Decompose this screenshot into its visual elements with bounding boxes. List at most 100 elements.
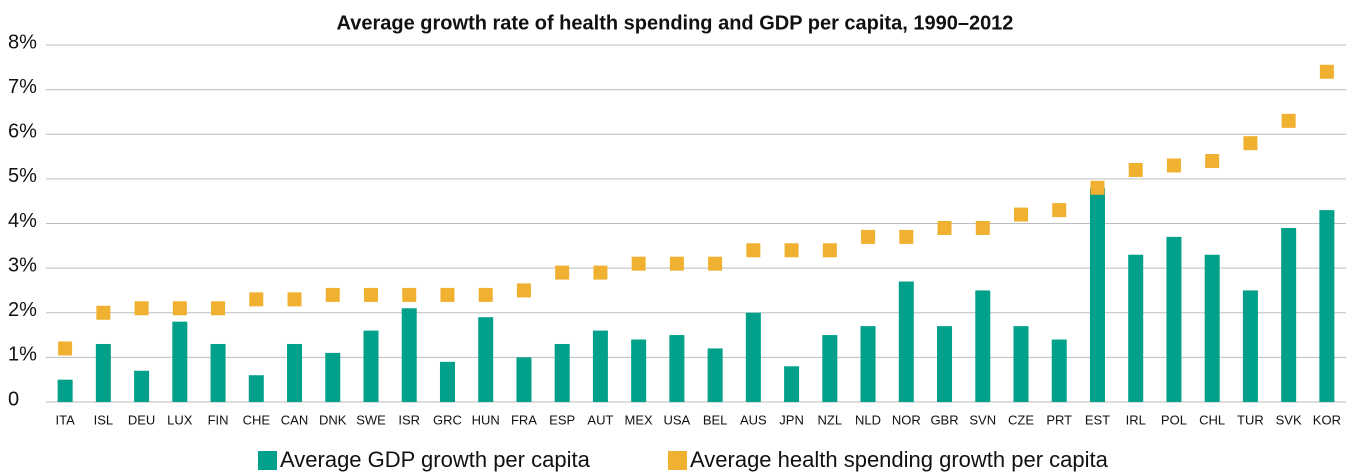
bar (860, 326, 876, 402)
marker (1090, 180, 1105, 195)
x-tick-label: CZE (1008, 412, 1034, 427)
x-tick-label: PRT (1046, 412, 1072, 427)
bar (1089, 187, 1105, 402)
x-tick-label: TUR (1237, 412, 1264, 427)
bar (516, 357, 532, 402)
bar (363, 330, 379, 402)
marker (784, 243, 799, 258)
x-tick-label: BEL (703, 412, 728, 427)
bar (95, 343, 111, 402)
marker (58, 341, 73, 356)
x-tick-label: FRA (511, 412, 537, 427)
marker (937, 220, 952, 235)
marker (325, 287, 340, 302)
bar (439, 361, 455, 402)
x-tick-label: CHL (1199, 412, 1225, 427)
x-tick-label: EST (1085, 412, 1110, 427)
x-tick-label: CHE (243, 412, 271, 427)
marker (1281, 113, 1296, 128)
bar (937, 326, 953, 402)
bar (401, 308, 417, 402)
x-tick-label: AUS (740, 412, 767, 427)
bar (172, 321, 188, 402)
y-tick-label: 6% (8, 121, 37, 143)
x-tick-label: NZL (818, 412, 843, 427)
x-tick-label: SWE (356, 412, 386, 427)
x-tick-label: NLD (855, 412, 881, 427)
marker (975, 220, 990, 235)
marker (708, 256, 723, 271)
y-tick-label: 3% (8, 254, 37, 276)
marker (822, 243, 837, 258)
x-tick-label: MEX (625, 412, 654, 427)
bar (1242, 290, 1258, 402)
y-tick-label: 2% (8, 299, 37, 321)
marker (364, 287, 378, 302)
marker (899, 229, 914, 244)
marker (287, 292, 302, 307)
x-tick-label: SVN (969, 412, 996, 427)
marker (1052, 203, 1067, 218)
marker (1128, 162, 1143, 177)
marker (593, 265, 608, 280)
bar (1319, 210, 1335, 402)
bar (287, 343, 303, 402)
x-tick-label: SVK (1276, 412, 1302, 427)
x-tick-label: DNK (319, 412, 347, 427)
legend-label: Average health spending growth per capit… (690, 447, 1109, 472)
chart-title: Average growth rate of health spending a… (337, 12, 1014, 34)
legend-label: Average GDP growth per capita (280, 447, 591, 472)
x-tick-label: HUN (472, 412, 500, 427)
bar (669, 335, 685, 402)
marker (96, 305, 111, 320)
y-tick-label: 8% (8, 31, 37, 53)
bar (248, 375, 264, 402)
legend-swatch (258, 451, 277, 470)
x-tick-label: DEU (128, 412, 155, 427)
legend-swatch (668, 451, 687, 470)
bar (784, 366, 800, 402)
x-tick-label: AUT (587, 412, 613, 427)
x-tick-label: GRC (433, 412, 462, 427)
x-tick-label: JPN (779, 412, 804, 427)
x-tick-label: USA (664, 412, 691, 427)
marker (1243, 136, 1258, 151)
bar (1128, 254, 1144, 402)
bar (554, 343, 570, 402)
x-tick-label: NOR (892, 412, 921, 427)
marker (249, 292, 264, 307)
x-tick-label: IRL (1126, 412, 1146, 427)
bar (822, 335, 838, 402)
bar (707, 348, 723, 402)
marker (440, 287, 455, 302)
bar (898, 281, 914, 402)
marker (1319, 64, 1334, 79)
marker (1205, 154, 1220, 169)
bar (478, 317, 494, 402)
bar (1281, 227, 1297, 402)
marker (1014, 207, 1028, 222)
bar (975, 290, 991, 402)
bar (57, 379, 73, 402)
x-tick-label: ITA (55, 412, 75, 427)
marker (555, 265, 570, 280)
x-tick-label: ESP (549, 412, 575, 427)
marker (402, 287, 417, 302)
marker (746, 243, 761, 258)
marker (172, 301, 187, 316)
x-tick-label: FIN (208, 412, 229, 427)
bar (134, 370, 150, 402)
y-tick-label: 1% (8, 344, 37, 366)
marker (211, 301, 226, 316)
marker (516, 283, 531, 298)
bar (325, 352, 341, 402)
bar (745, 312, 761, 402)
bar (1051, 339, 1067, 402)
x-tick-label: ISR (398, 412, 420, 427)
x-tick-label: LUX (167, 412, 193, 427)
x-tick-label: CAN (281, 412, 308, 427)
x-tick-label: ISL (94, 412, 114, 427)
marker (1166, 158, 1181, 173)
bar (1166, 236, 1182, 402)
